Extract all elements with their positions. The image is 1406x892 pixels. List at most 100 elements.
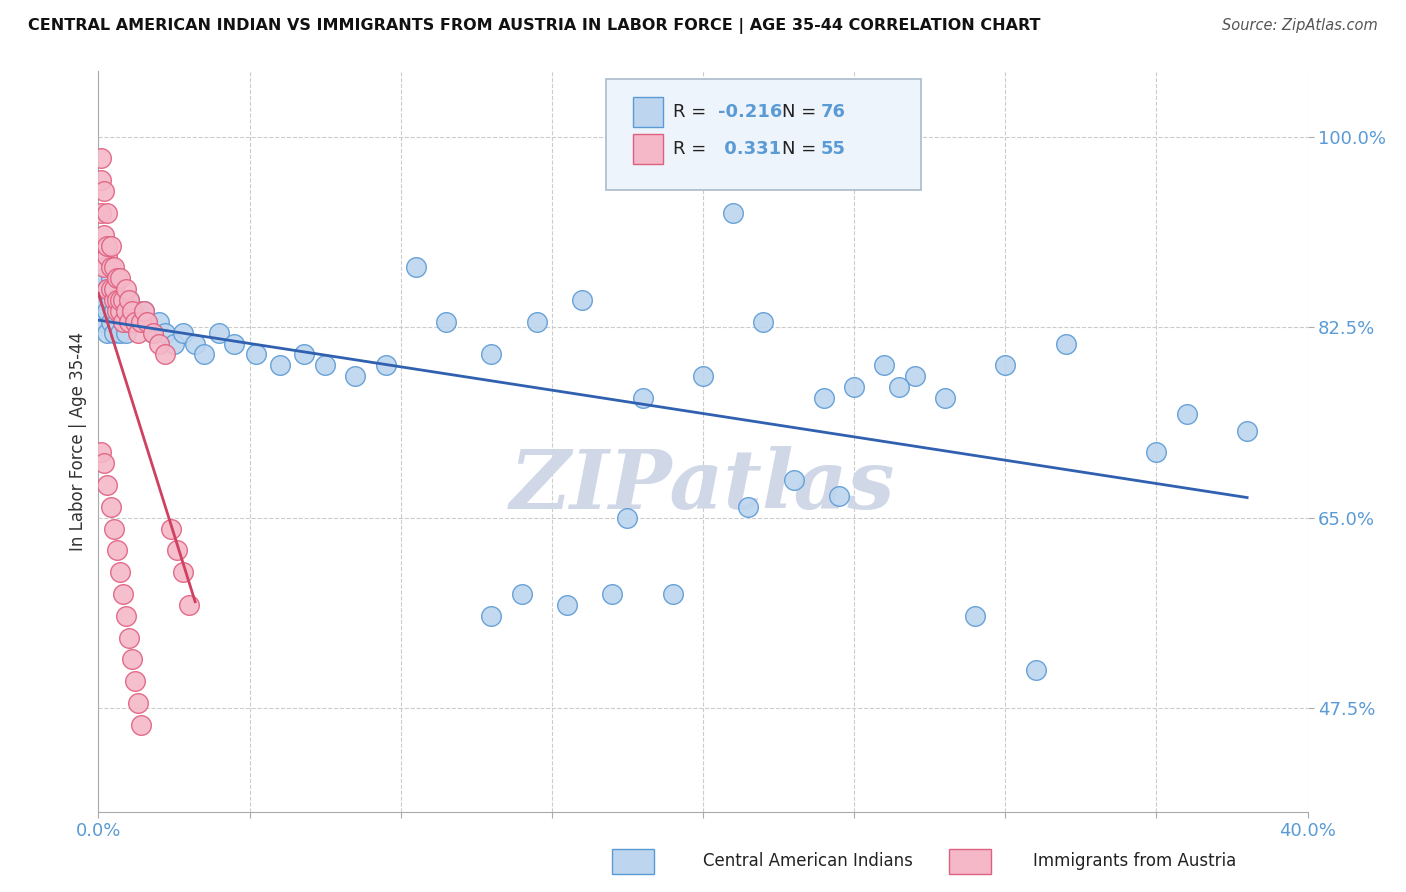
Point [96,282,118,296]
Point [100,282,122,296]
Point [118,315,141,329]
Point [108,304,131,318]
Text: -0.216: -0.216 [717,103,782,121]
Point [1236,424,1258,438]
FancyBboxPatch shape [633,135,664,164]
Point [994,359,1017,373]
Point [118,293,141,307]
Point [118,315,141,329]
Point [1054,336,1077,351]
Point [904,369,927,384]
Point [481,608,503,623]
Point [111,293,134,307]
Point [93,293,115,307]
Point [90,304,112,318]
Point [114,304,136,318]
Point [96,250,118,264]
Point [90,282,112,296]
Point [105,315,128,329]
Point [1024,663,1046,677]
Point [405,260,427,275]
Point [96,304,118,318]
Point [127,696,149,710]
Point [132,304,155,318]
Point [118,293,141,307]
Point [114,326,136,340]
Point [121,652,143,666]
Point [844,380,866,394]
Point [114,282,136,296]
Text: 55: 55 [820,140,845,158]
Point [90,152,112,166]
Point [108,271,131,285]
Point [510,587,533,601]
Point [108,304,131,318]
Text: Source: ZipAtlas.com: Source: ZipAtlas.com [1222,18,1378,33]
Point [224,336,246,351]
Point [93,315,115,329]
Point [93,456,115,470]
Point [124,315,146,329]
FancyBboxPatch shape [606,78,921,190]
Point [132,304,155,318]
Point [96,282,118,296]
Point [111,315,134,329]
Point [602,587,624,601]
Point [114,304,136,318]
Point [111,293,134,307]
Point [434,315,457,329]
Point [105,271,128,285]
Point [121,304,143,318]
Point [153,326,176,340]
Point [127,304,149,318]
Point [571,293,593,307]
Point [108,565,131,579]
Point [344,369,367,384]
Point [142,326,165,340]
Point [692,369,714,384]
Point [100,271,122,285]
Point [111,587,134,601]
Text: N =: N = [782,103,821,121]
Point [135,315,157,329]
Text: Central American Indians: Central American Indians [703,852,912,870]
Point [105,293,128,307]
Point [100,293,122,307]
Point [96,238,118,252]
Point [965,608,987,623]
Point [100,260,122,275]
Point [105,304,128,318]
Point [555,598,578,612]
Text: CENTRAL AMERICAN INDIAN VS IMMIGRANTS FROM AUSTRIA IN LABOR FORCE | AGE 35-44 CO: CENTRAL AMERICAN INDIAN VS IMMIGRANTS FR… [28,18,1040,34]
Point [135,315,157,329]
Point [90,173,112,187]
Point [96,478,118,492]
Point [105,293,128,307]
Point [105,543,128,558]
Point [129,315,152,329]
Point [103,304,125,318]
Point [129,717,152,731]
Point [96,326,118,340]
Point [193,347,215,361]
Point [129,315,152,329]
Point [783,473,806,487]
Point [103,293,125,307]
Point [616,510,638,524]
Point [111,315,134,329]
FancyBboxPatch shape [633,97,664,127]
Point [100,500,122,514]
Point [160,522,183,536]
Point [103,326,125,340]
Point [100,238,122,252]
Point [752,315,775,329]
Point [172,565,194,579]
Point [121,304,143,318]
Point [269,359,291,373]
Text: 76: 76 [820,103,845,121]
Point [108,326,131,340]
Point [153,347,176,361]
Point [526,315,548,329]
Point [314,359,336,373]
Point [723,206,745,220]
